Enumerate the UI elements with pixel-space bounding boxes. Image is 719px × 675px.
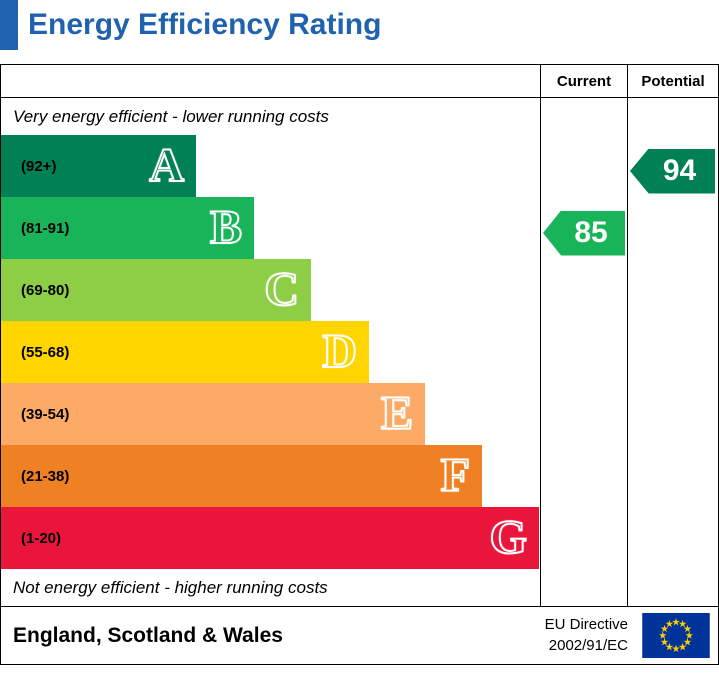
eu-directive-line1: EU Directive	[544, 616, 628, 634]
band-c: (69-80) C	[1, 259, 311, 321]
band-letter: D	[321, 325, 358, 378]
band-range-label: (1-20)	[21, 529, 62, 547]
band-row-f: (21-38) F	[1, 445, 540, 507]
band-row-b: (81-91) B	[1, 197, 540, 259]
potential-arrow-area: 94	[628, 98, 718, 606]
potential-header: Potential	[628, 65, 718, 98]
band-letter: A	[148, 139, 185, 192]
potential-rating-value: 94	[662, 154, 697, 187]
title-bar: Energy Efficiency Rating	[0, 0, 719, 64]
current-header: Current	[541, 65, 627, 98]
band-d: (55-68) D	[1, 321, 369, 383]
band-range-label: (69-80)	[21, 281, 70, 299]
chart-grid: Very energy efficient - lower running co…	[1, 65, 718, 606]
chart-box: Very energy efficient - lower running co…	[0, 64, 719, 665]
band-letter: E	[380, 387, 414, 440]
band-row-d: (55-68) D	[1, 321, 540, 383]
current-arrow-area: 85	[541, 98, 627, 606]
band-range-label: (92+)	[21, 157, 57, 175]
band-row-a: (92+) A	[1, 135, 540, 197]
caption-bottom: Not energy efficient - higher running co…	[13, 577, 328, 597]
band-letter: G	[489, 511, 528, 564]
band-letter: B	[209, 201, 243, 254]
header-cell-empty	[1, 65, 540, 98]
potential-column: Potential 94	[628, 65, 718, 606]
bands: (92+) A (81-91) B (69-80) C	[1, 135, 540, 569]
current-column: Current 85	[541, 65, 628, 606]
page-title: Energy Efficiency Rating	[28, 8, 382, 41]
region-label: England, Scotland & Wales	[13, 623, 283, 647]
band-range-label: (55-68)	[21, 343, 70, 361]
band-range-label: (81-91)	[21, 219, 70, 237]
band-letter: F	[440, 449, 471, 502]
current-rating-arrow: 85	[543, 210, 625, 256]
band-g: (1-20) G	[1, 507, 539, 569]
eu-directive-text: EU Directive 2002/91/EC	[545, 615, 628, 656]
band-letter: C	[263, 263, 300, 316]
band-row-c: (69-80) C	[1, 259, 540, 321]
current-rating-value: 85	[574, 216, 608, 249]
band-range-label: (39-54)	[21, 405, 70, 423]
eu-directive-line2: 2002/91/EC	[548, 636, 628, 654]
caption-top: Very energy efficient - lower running co…	[13, 106, 329, 126]
band-b: (81-91) B	[1, 197, 254, 259]
eu-flag-icon	[642, 613, 710, 658]
band-a: (92+) A	[1, 135, 196, 197]
potential-rating-arrow: 94	[630, 148, 715, 194]
band-row-e: (39-54) E	[1, 383, 540, 445]
title-accent	[0, 0, 18, 50]
footer: England, Scotland & Wales EU Directive 2…	[1, 606, 718, 664]
band-range-label: (21-38)	[21, 467, 70, 485]
band-f: (21-38) F	[1, 445, 482, 507]
band-e: (39-54) E	[1, 383, 425, 445]
band-row-g: (1-20) G	[1, 507, 540, 569]
bands-column: Very energy efficient - lower running co…	[1, 65, 541, 606]
